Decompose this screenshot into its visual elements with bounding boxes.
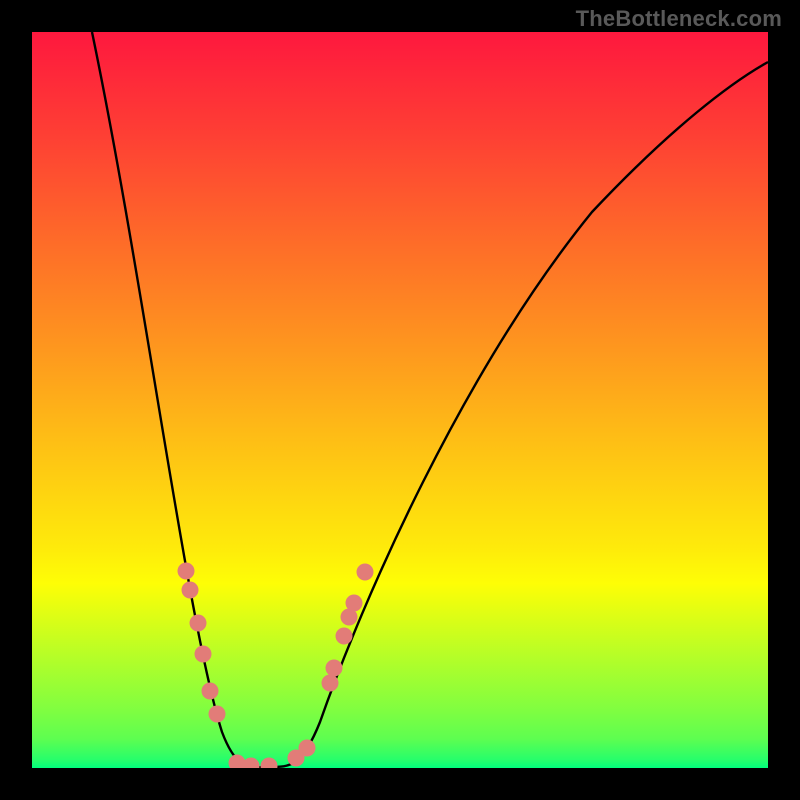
chart-plot-area bbox=[32, 32, 768, 768]
data-marker bbox=[202, 683, 219, 700]
data-marker bbox=[190, 615, 207, 632]
data-marker bbox=[261, 758, 278, 769]
data-marker bbox=[209, 706, 226, 723]
data-marker bbox=[195, 646, 212, 663]
data-marker bbox=[322, 675, 339, 692]
data-marker bbox=[182, 582, 199, 599]
chart-svg-layer bbox=[32, 32, 768, 768]
marker-group bbox=[178, 563, 374, 769]
data-marker bbox=[299, 740, 316, 757]
data-marker bbox=[336, 628, 353, 645]
data-marker bbox=[346, 595, 363, 612]
data-marker bbox=[326, 660, 343, 677]
watermark-text: TheBottleneck.com bbox=[576, 6, 782, 32]
data-marker bbox=[357, 564, 374, 581]
data-marker bbox=[243, 758, 260, 769]
bottleneck-curve bbox=[92, 32, 768, 767]
data-marker bbox=[178, 563, 195, 580]
